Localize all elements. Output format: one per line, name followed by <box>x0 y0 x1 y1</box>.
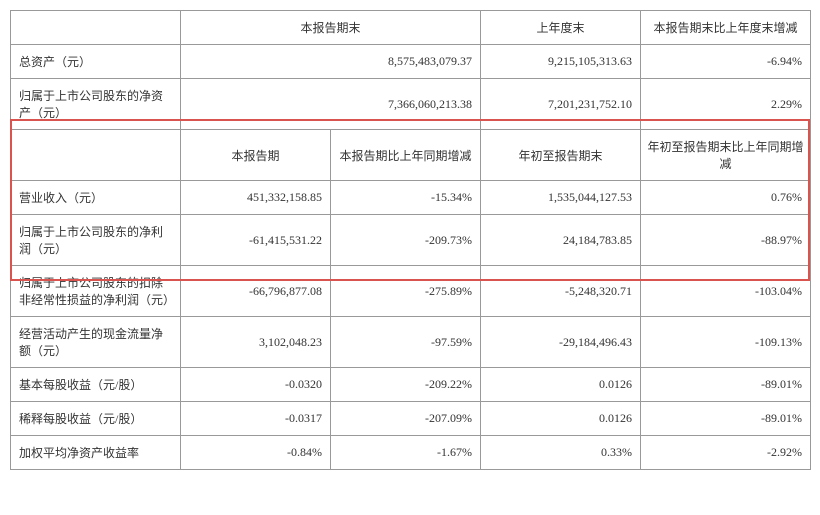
prev-year-end-header: 上年度末 <box>481 11 641 45</box>
row-label: 稀释每股收益（元/股） <box>11 402 181 436</box>
cell-value: 7,366,060,213.38 <box>181 79 481 130</box>
cell-value: -209.73% <box>331 215 481 266</box>
cell-value: -29,184,496.43 <box>481 317 641 368</box>
cell-value: -88.97% <box>641 215 811 266</box>
row-label: 总资产（元） <box>11 45 181 79</box>
cell-value: -15.34% <box>331 181 481 215</box>
row-label: 加权平均净资产收益率 <box>11 436 181 470</box>
cell-value: 2.29% <box>641 79 811 130</box>
cell-value: 3,102,048.23 <box>181 317 331 368</box>
cell-value: 0.76% <box>641 181 811 215</box>
row-label: 基本每股收益（元/股） <box>11 368 181 402</box>
table-row: 经营活动产生的现金流量净额（元）3,102,048.23-97.59%-29,1… <box>11 317 811 368</box>
cell-value: -97.59% <box>331 317 481 368</box>
cell-value: -207.09% <box>331 402 481 436</box>
cell-value: -2.92% <box>641 436 811 470</box>
cell-value: -0.0320 <box>181 368 331 402</box>
cell-value: -0.0317 <box>181 402 331 436</box>
cell-value: 451,332,158.85 <box>181 181 331 215</box>
header-row-2: 本报告期本报告期比上年同期增减年初至报告期末年初至报告期末比上年同期增减 <box>11 130 811 181</box>
cell-value: -275.89% <box>331 266 481 317</box>
row-label: 归属于上市公司股东的扣除非经常性损益的净利润（元） <box>11 266 181 317</box>
table-row: 营业收入（元）451,332,158.85-15.34%1,535,044,12… <box>11 181 811 215</box>
row-label: 归属于上市公司股东的净资产（元） <box>11 79 181 130</box>
cell-value: -109.13% <box>641 317 811 368</box>
change-header: 本报告期末比上年度末增减 <box>641 11 811 45</box>
table-row: 基本每股收益（元/股）-0.0320-209.22%0.0126-89.01% <box>11 368 811 402</box>
cell-value: -61,415,531.22 <box>181 215 331 266</box>
table-row: 归属于上市公司股东的扣除非经常性损益的净利润（元）-66,796,877.08-… <box>11 266 811 317</box>
cell-value: -66,796,877.08 <box>181 266 331 317</box>
row-label: 营业收入（元） <box>11 181 181 215</box>
period-end-header: 本报告期末 <box>181 11 481 45</box>
cell-value: -1.67% <box>331 436 481 470</box>
row-label: 归属于上市公司股东的净利润（元） <box>11 215 181 266</box>
cell-value: -5,248,320.71 <box>481 266 641 317</box>
current-period-header: 本报告期 <box>181 130 331 181</box>
cell-value: 0.33% <box>481 436 641 470</box>
ytd-yoy-header: 年初至报告期末比上年同期增减 <box>641 130 811 181</box>
cell-value: 9,215,105,313.63 <box>481 45 641 79</box>
cell-value: -6.94% <box>641 45 811 79</box>
cell-value: 0.0126 <box>481 368 641 402</box>
cell-value: -103.04% <box>641 266 811 317</box>
blank-header <box>11 11 181 45</box>
header-row-1: 本报告期末上年度末本报告期末比上年度末增减 <box>11 11 811 45</box>
cell-value: 1,535,044,127.53 <box>481 181 641 215</box>
row-label: 经营活动产生的现金流量净额（元） <box>11 317 181 368</box>
cell-value: -209.22% <box>331 368 481 402</box>
table-row: 加权平均净资产收益率-0.84%-1.67%0.33%-2.92% <box>11 436 811 470</box>
table-row: 稀释每股收益（元/股）-0.0317-207.09%0.0126-89.01% <box>11 402 811 436</box>
financial-table: 本报告期末上年度末本报告期末比上年度末增减总资产（元）8,575,483,079… <box>10 10 811 470</box>
table-row: 归属于上市公司股东的净资产（元）7,366,060,213.387,201,23… <box>11 79 811 130</box>
table-row: 总资产（元）8,575,483,079.379,215,105,313.63-6… <box>11 45 811 79</box>
table-row: 归属于上市公司股东的净利润（元）-61,415,531.22-209.73%24… <box>11 215 811 266</box>
cell-value: 8,575,483,079.37 <box>181 45 481 79</box>
financial-table-container: 本报告期末上年度末本报告期末比上年度末增减总资产（元）8,575,483,079… <box>10 10 810 470</box>
cell-value: 24,184,783.85 <box>481 215 641 266</box>
cell-value: -89.01% <box>641 402 811 436</box>
ytd-header: 年初至报告期末 <box>481 130 641 181</box>
yoy-change-header: 本报告期比上年同期增减 <box>331 130 481 181</box>
blank-header <box>11 130 181 181</box>
cell-value: 7,201,231,752.10 <box>481 79 641 130</box>
cell-value: -89.01% <box>641 368 811 402</box>
cell-value: -0.84% <box>181 436 331 470</box>
cell-value: 0.0126 <box>481 402 641 436</box>
